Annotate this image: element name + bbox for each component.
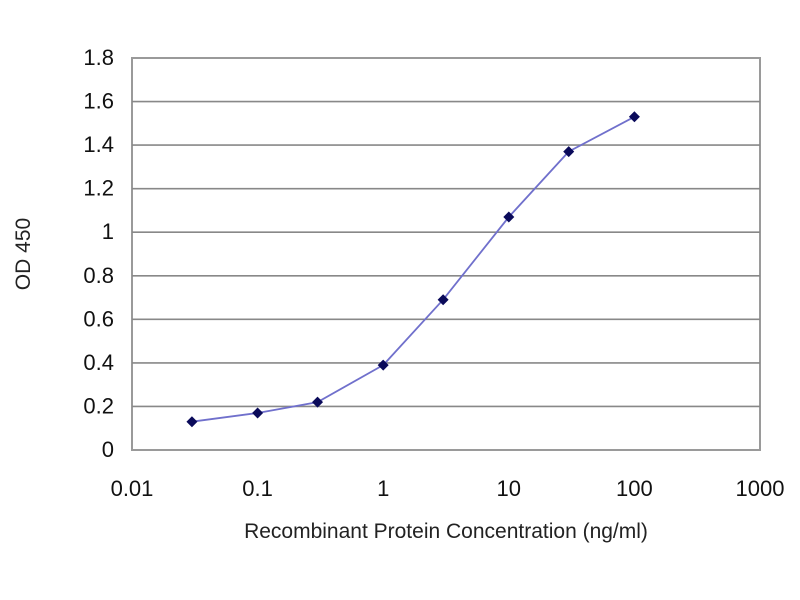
data-point [312, 396, 324, 408]
y-tick-labels: 0 0.2 0.4 0.6 0.8 1 1.2 1.4 1.6 1.8 [83, 45, 114, 462]
x-tick-label: 100 [616, 476, 653, 501]
plot-area [131, 57, 761, 451]
series-layer [186, 111, 640, 428]
y-tick-label: 0.8 [83, 263, 114, 288]
data-point [628, 111, 640, 123]
y-tick-label: 0.2 [83, 393, 114, 418]
x-tick-label: 0.01 [111, 476, 154, 501]
y-tick-label: 0.4 [83, 350, 114, 375]
y-tick-label: 1.2 [83, 176, 114, 201]
x-axis-title: Recombinant Protein Concentration (ng/ml… [244, 520, 648, 543]
y-tick-label: 1.8 [83, 45, 114, 70]
data-point [563, 146, 575, 158]
data-point [252, 407, 264, 419]
x-tick-labels: 0.01 0.1 1 10 100 1000 [111, 476, 785, 501]
y-tick-label: 0 [102, 437, 114, 462]
x-tick-label: 1 [377, 476, 389, 501]
y-axis-title: OD 450 [12, 218, 35, 290]
data-point [437, 294, 449, 306]
y-tick-label: 1.6 [83, 89, 114, 114]
gridlines [132, 100, 760, 408]
x-tick-label: 1000 [736, 476, 785, 501]
y-tick-label: 0.6 [83, 306, 114, 331]
data-point [377, 359, 389, 371]
data-point [186, 416, 198, 428]
data-point [503, 211, 515, 223]
series-line [191, 116, 635, 423]
x-tick-label: 10 [497, 476, 521, 501]
y-tick-label: 1 [102, 219, 114, 244]
y-tick-label: 1.4 [83, 132, 114, 157]
x-tick-label: 0.1 [242, 476, 273, 501]
